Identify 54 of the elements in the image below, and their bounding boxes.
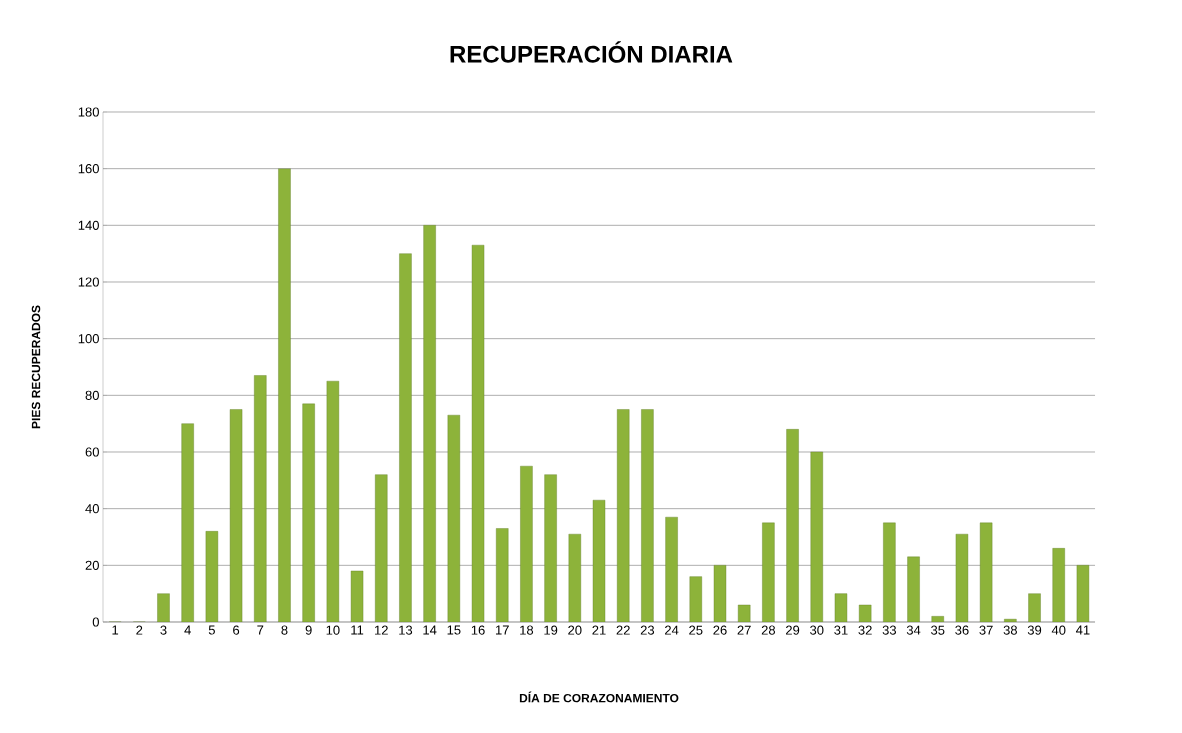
x-tick-label: 21 bbox=[592, 625, 606, 635]
x-tick-label: 14 bbox=[423, 625, 437, 635]
x-tick-label: 25 bbox=[689, 625, 703, 635]
y-tick-label: 40 bbox=[85, 504, 99, 514]
y-tick-label: 60 bbox=[85, 447, 99, 457]
chart-title: RECUPERACIÓN DIARIA bbox=[450, 41, 733, 63]
x-tick-label: 5 bbox=[208, 625, 215, 635]
x-tick-label: 15 bbox=[447, 625, 461, 635]
x-tick-label: 23 bbox=[640, 625, 655, 635]
x-tick-label: 8 bbox=[281, 625, 288, 635]
x-tick-label: 37 bbox=[979, 625, 993, 635]
y-tick-label: 80 bbox=[85, 390, 99, 400]
x-tick-label: 18 bbox=[520, 625, 534, 635]
x-tick-label: 27 bbox=[737, 625, 751, 635]
x-tick-label: 22 bbox=[616, 625, 630, 635]
x-tick-label: 32 bbox=[858, 625, 872, 635]
x-tick-label: 30 bbox=[810, 625, 824, 635]
x-tick-label: 35 bbox=[931, 625, 945, 635]
x-tick-label: 31 bbox=[834, 625, 848, 635]
y-tick-label: 20 bbox=[85, 560, 99, 570]
x-tick-label: 20 bbox=[568, 625, 582, 635]
x-tick-label: 13 bbox=[399, 625, 413, 635]
x-tick-label: 41 bbox=[1075, 625, 1090, 635]
x-tick-label: 24 bbox=[665, 625, 679, 635]
x-tick-label: 26 bbox=[713, 625, 727, 635]
x-tick-label: 3 bbox=[160, 625, 167, 635]
y-axis-title: PIES RECUPERADOS bbox=[31, 305, 41, 429]
x-tick-label: 10 bbox=[326, 625, 340, 635]
y-tick-label: 120 bbox=[78, 277, 99, 287]
x-tick-label: 29 bbox=[786, 625, 800, 635]
x-tick-label: 11 bbox=[351, 625, 364, 635]
x-tick-label: 16 bbox=[471, 625, 485, 635]
x-tick-label: 36 bbox=[955, 625, 969, 635]
y-tick-label: 180 bbox=[78, 107, 99, 117]
x-tick-label: 34 bbox=[906, 625, 921, 635]
x-tick-label: 6 bbox=[233, 625, 240, 635]
x-tick-label: 12 bbox=[375, 625, 388, 635]
x-tick-label: 2 bbox=[136, 625, 143, 635]
x-tick-label: 40 bbox=[1051, 625, 1066, 635]
x-tick-label: 38 bbox=[1003, 625, 1017, 635]
x-tick-label: 39 bbox=[1027, 625, 1042, 635]
y-tick-label: 160 bbox=[78, 164, 99, 174]
x-axis-title: DÍA DE CORAZONAMIENTO bbox=[519, 691, 679, 703]
y-tick-label: 100 bbox=[78, 334, 99, 344]
x-tick-label: 4 bbox=[184, 625, 191, 635]
x-tick-label: 28 bbox=[761, 625, 776, 635]
x-tick-label: 1 bbox=[112, 625, 119, 635]
x-tick-label: 19 bbox=[544, 625, 558, 635]
x-tick-label: 9 bbox=[305, 625, 312, 635]
y-tick-label: 0 bbox=[92, 617, 99, 627]
y-tick-label: 140 bbox=[78, 220, 99, 230]
x-tick-label: 7 bbox=[257, 625, 264, 635]
x-tick-label: 17 bbox=[495, 625, 509, 635]
x-tick-label: 33 bbox=[882, 625, 897, 635]
